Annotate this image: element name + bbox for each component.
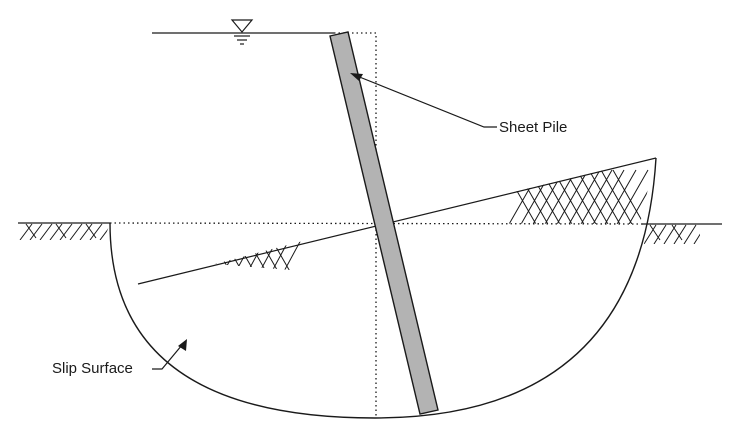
slip-surface-leader-arrow xyxy=(152,339,187,370)
slip-surface-label: Slip Surface xyxy=(52,360,133,377)
soil-hatch-right xyxy=(499,169,655,224)
slip-surface-arc xyxy=(109,157,657,419)
sheet-pile-leader-arrow xyxy=(350,73,497,128)
sheet-pile-label: Sheet Pile xyxy=(499,119,568,136)
ground-hatch-right xyxy=(644,224,700,244)
water-table-triangle-icon xyxy=(230,19,254,45)
sheet-pile xyxy=(329,31,439,415)
soil-hatch-left xyxy=(215,241,303,270)
ground-hatch-left xyxy=(19,223,110,240)
